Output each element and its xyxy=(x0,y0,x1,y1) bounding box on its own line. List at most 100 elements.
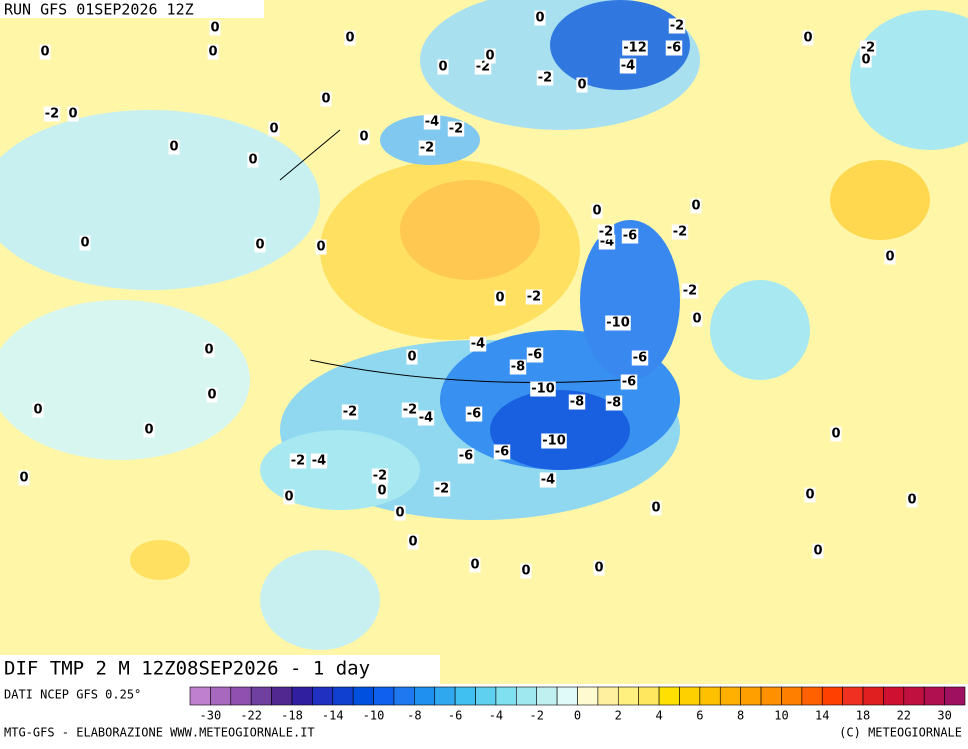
contour-label: -10 xyxy=(531,382,555,397)
label-bg xyxy=(668,18,686,34)
contour-label: -8 xyxy=(607,396,621,411)
map-background xyxy=(0,0,968,684)
color-swatch xyxy=(271,686,293,706)
colorbar-tick-label: -10 xyxy=(363,709,385,723)
contour-label: 0 xyxy=(907,493,916,508)
contour-label: -4 xyxy=(621,59,635,74)
label-bg xyxy=(289,453,307,469)
contour-label: 0 xyxy=(255,238,264,253)
contour-label: -2 xyxy=(435,482,449,497)
color-swatch xyxy=(740,686,762,706)
label-bg xyxy=(621,228,639,244)
label-bg xyxy=(79,235,91,251)
contour-label: -2 xyxy=(527,290,541,305)
color-swatch xyxy=(312,686,334,706)
contour-label: 0 xyxy=(803,31,812,46)
label-bg xyxy=(830,426,842,442)
color-swatch xyxy=(781,686,803,706)
contour-label: 0 xyxy=(535,11,544,26)
label-bg xyxy=(681,283,699,299)
contour-label: -4 xyxy=(425,115,439,130)
colorbar-tick-label: 22 xyxy=(897,709,911,723)
contour-label: -2 xyxy=(683,284,697,299)
label-bg xyxy=(812,543,824,559)
label-bg xyxy=(620,374,638,390)
label-bg xyxy=(417,410,435,426)
label-bg xyxy=(536,70,554,86)
contour-label: 0 xyxy=(284,490,293,505)
title-box xyxy=(0,0,264,18)
label-bg xyxy=(691,311,703,327)
colorbar-tick-label: 10 xyxy=(774,709,788,723)
contour-label: 0 xyxy=(377,484,386,499)
colorbar-tick-label: 18 xyxy=(856,709,870,723)
caption-box xyxy=(0,655,440,685)
colorbar-tick-label: -4 xyxy=(489,709,503,723)
label-bg xyxy=(32,402,44,418)
label-bg xyxy=(671,224,689,240)
label-bg xyxy=(690,198,702,214)
label-bg xyxy=(591,203,603,219)
contour-label: 0 xyxy=(692,312,701,327)
label-bg xyxy=(631,350,649,366)
colorbar-tick-label: 8 xyxy=(737,709,744,723)
label-bg xyxy=(371,468,389,484)
label-bg xyxy=(884,249,896,265)
label-bg xyxy=(406,349,418,365)
contour-label: -6 xyxy=(459,449,473,464)
colorbar-tick-label: 30 xyxy=(937,709,951,723)
contour-label: -4 xyxy=(471,337,485,352)
contour-label: -4 xyxy=(541,473,555,488)
label-bg xyxy=(447,121,465,137)
label-bg xyxy=(525,289,543,305)
label-bg xyxy=(534,10,546,26)
label-bg xyxy=(207,44,219,60)
contour-label: 0 xyxy=(204,343,213,358)
label-bg xyxy=(493,444,511,460)
label-bg xyxy=(320,91,332,107)
contour-label: 0 xyxy=(33,403,42,418)
colorbar-tick-label: -22 xyxy=(240,709,262,723)
label-bg xyxy=(18,470,30,486)
label-bg xyxy=(247,152,259,168)
color-swatch xyxy=(414,686,436,706)
contour-label: 0 xyxy=(521,564,530,579)
label-bg xyxy=(206,387,218,403)
colorbar-tick-label: -8 xyxy=(407,709,421,723)
contour-label: 0 xyxy=(470,558,479,573)
color-swatch xyxy=(821,686,843,706)
label-bg xyxy=(457,448,475,464)
label-bg xyxy=(619,58,637,74)
contour-label: -6 xyxy=(622,375,636,390)
color-swatch xyxy=(556,686,578,706)
label-bg xyxy=(407,534,419,550)
color-swatch xyxy=(393,686,415,706)
colorbar-tick-label: -6 xyxy=(448,709,462,723)
contour-label: 0 xyxy=(359,130,368,145)
contour-label: 0 xyxy=(321,92,330,107)
label-bg xyxy=(310,453,328,469)
label-bg xyxy=(143,422,155,438)
label-bg xyxy=(520,563,532,579)
contour-label: 0 xyxy=(19,471,28,486)
label-bg xyxy=(469,557,481,573)
color-swatch xyxy=(658,686,680,706)
label-bg xyxy=(509,359,527,375)
color-swatch xyxy=(475,686,497,706)
label-bg xyxy=(341,404,359,420)
contour-label: 0 xyxy=(68,107,77,122)
color-swatch xyxy=(617,686,639,706)
color-swatch xyxy=(719,686,741,706)
contour-label: -2 xyxy=(670,19,684,34)
contour-label: 0 xyxy=(248,153,257,168)
colorbar-tick-label: 4 xyxy=(655,709,662,723)
contour-label: 0 xyxy=(345,31,354,46)
color-swatch xyxy=(923,686,945,706)
color-swatch xyxy=(842,686,864,706)
contour-label: -10 xyxy=(542,434,566,449)
color-swatch xyxy=(210,686,232,706)
contour-label: 0 xyxy=(40,45,49,60)
contour-label: -2 xyxy=(420,141,434,156)
contour-label: 0 xyxy=(169,140,178,155)
contour-label: 0 xyxy=(408,535,417,550)
